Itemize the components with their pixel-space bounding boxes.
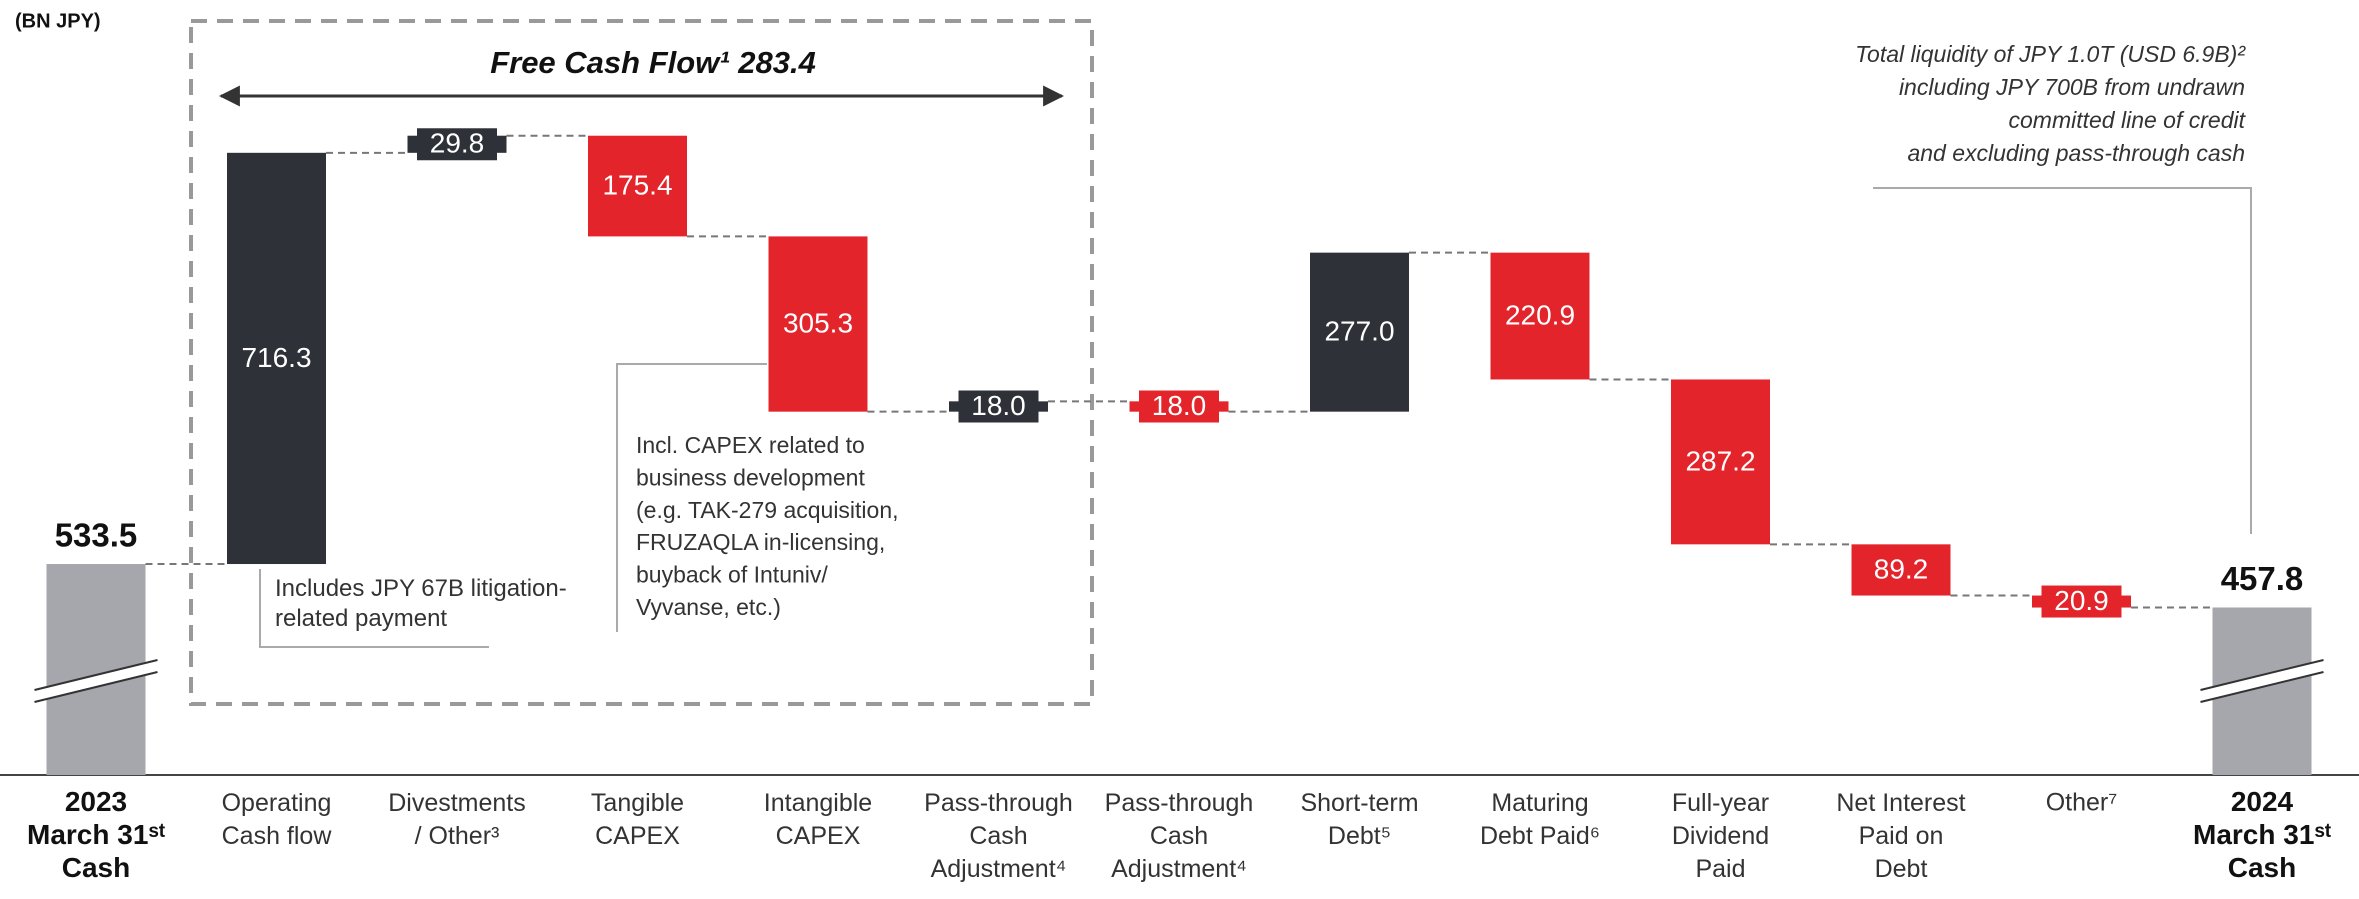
value-label: 175.4 — [602, 169, 672, 200]
value-label: 20.9 — [2054, 585, 2109, 616]
fcf-title: Free Cash Flow¹ 283.4 — [490, 45, 816, 80]
value-label: 89.2 — [1874, 553, 1929, 584]
value-label: 29.8 — [430, 128, 485, 159]
value-label: 287.2 — [1685, 445, 1755, 476]
value-label: 457.8 — [2221, 560, 2304, 597]
operating-note: Includes JPY 67B litigation-related paym… — [275, 575, 567, 632]
value-label: 18.0 — [1152, 390, 1207, 421]
unit-label: (BN JPY) — [15, 10, 101, 32]
value-label: 277.0 — [1324, 316, 1394, 347]
value-label: 716.3 — [241, 342, 311, 373]
liquidity-leader — [1873, 188, 2251, 534]
value-label: 533.5 — [55, 517, 138, 554]
value-label: 305.3 — [783, 307, 853, 338]
value-label: 220.9 — [1505, 299, 1575, 330]
x-tick-label: Other⁷ — [2046, 789, 2118, 817]
x-tick-label: Divestments/ Other³ — [388, 789, 526, 850]
value-label: 18.0 — [971, 390, 1026, 421]
